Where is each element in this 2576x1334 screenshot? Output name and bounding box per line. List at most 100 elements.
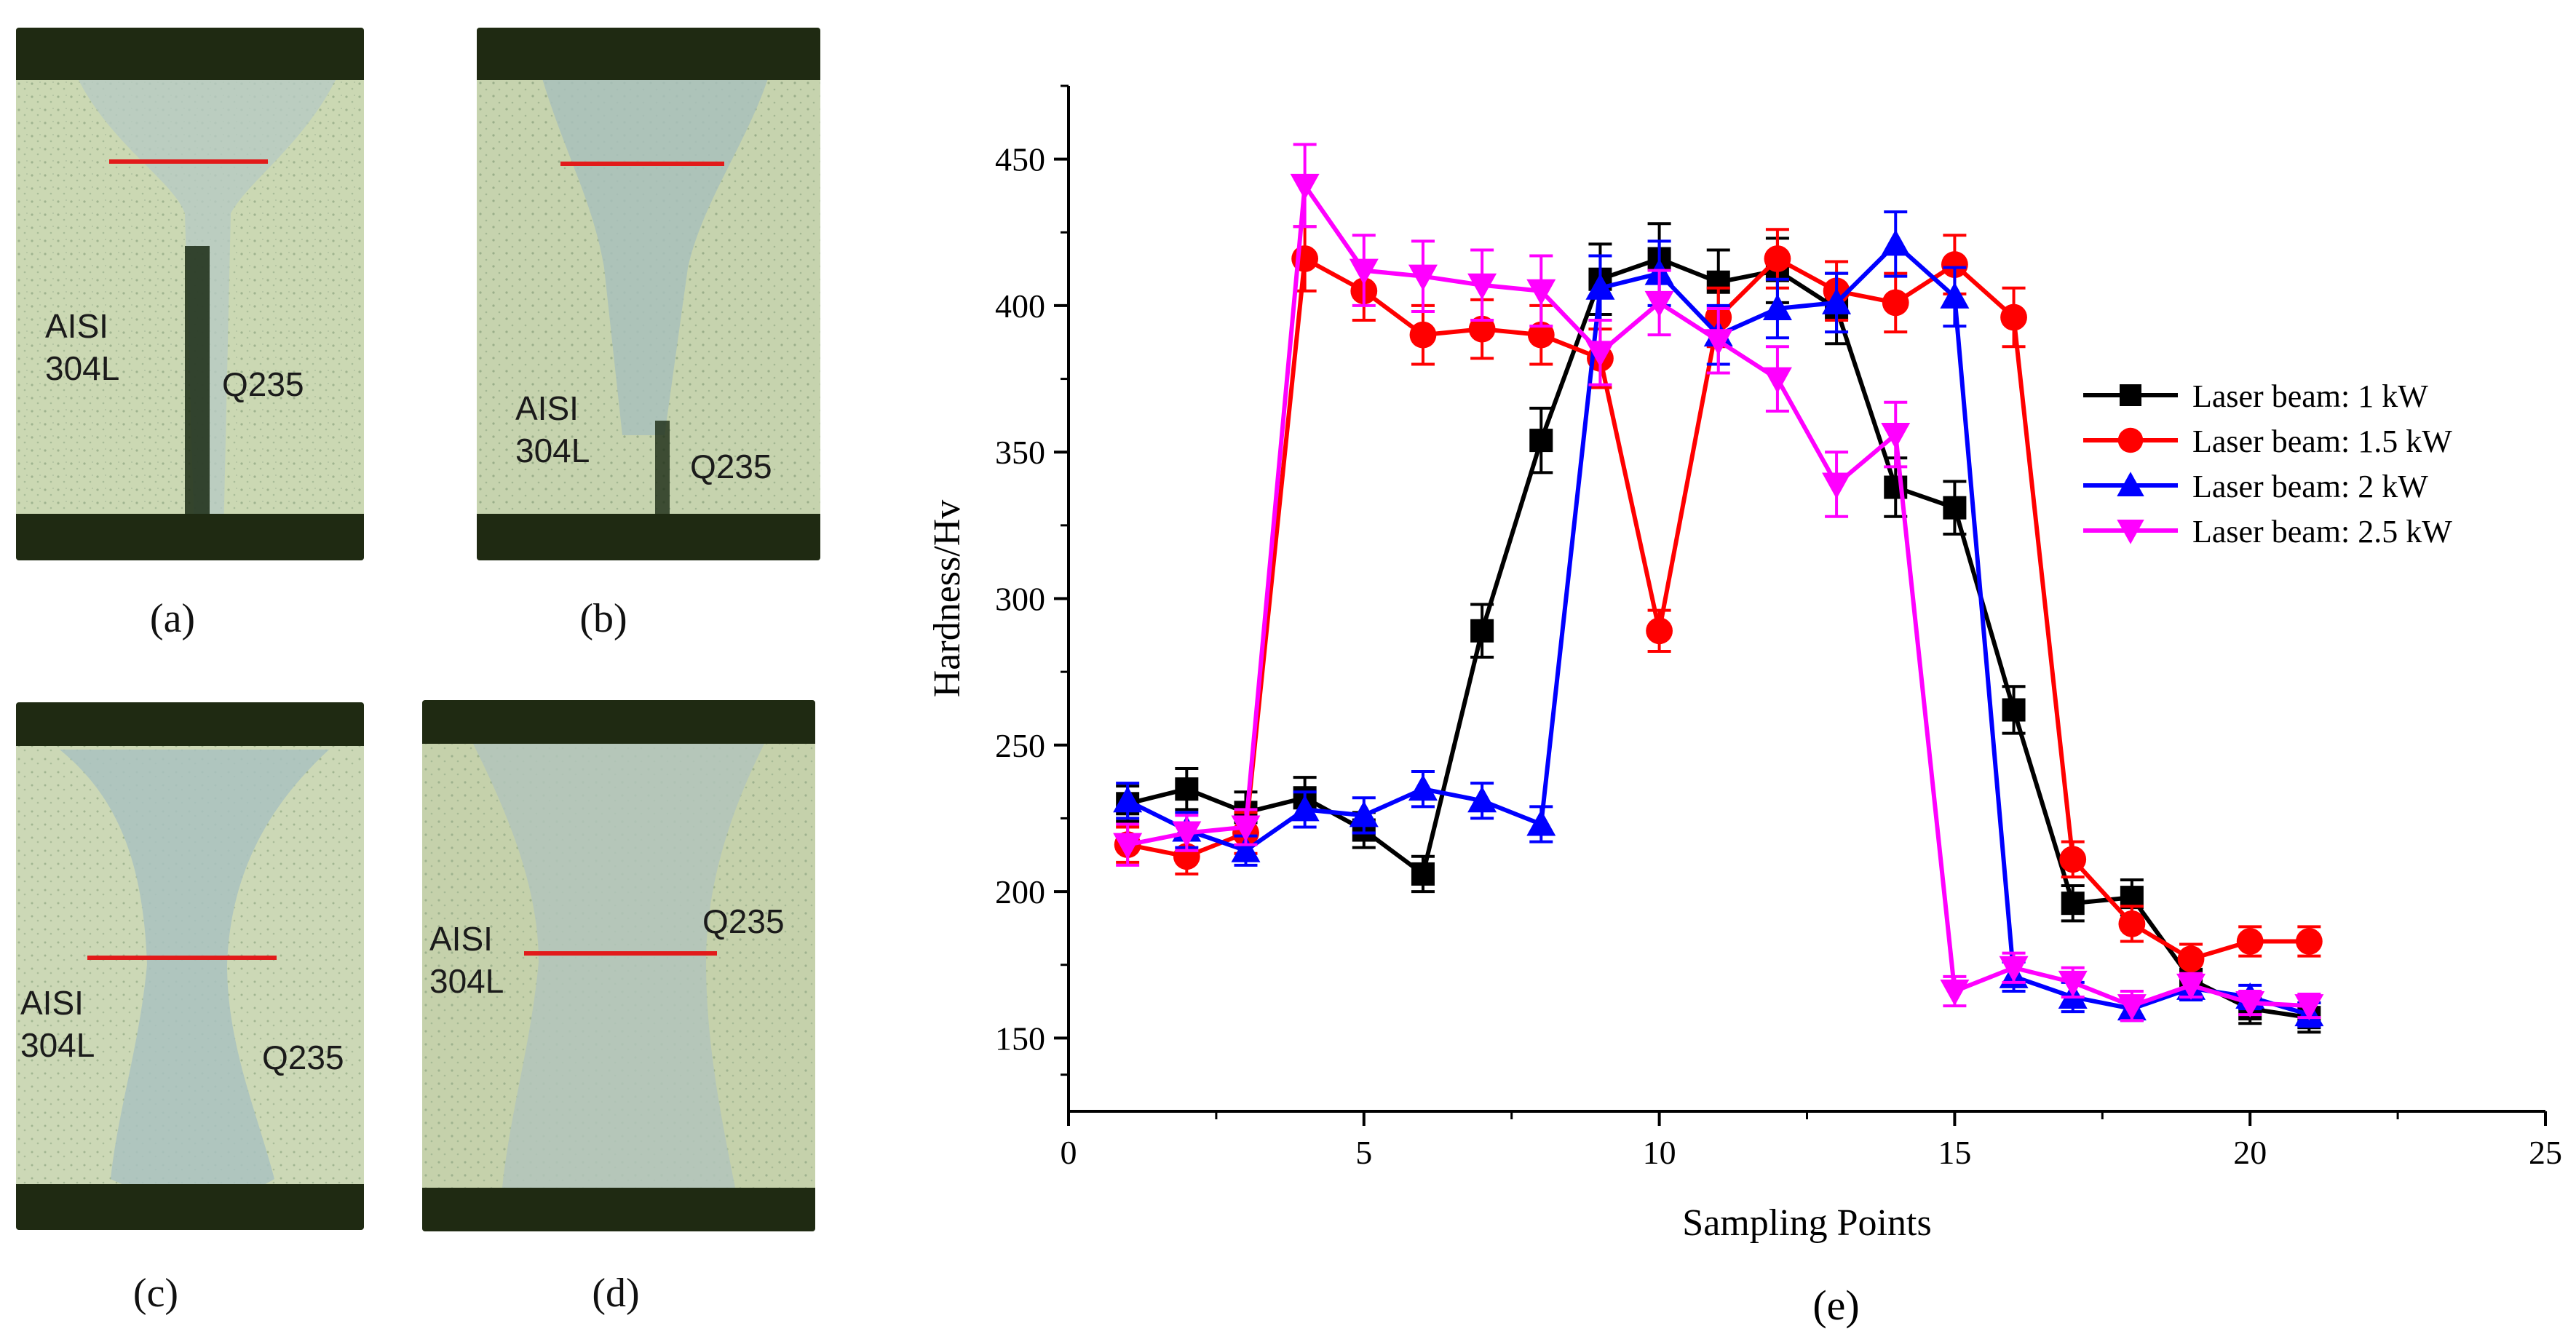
data-point — [1646, 617, 1673, 645]
data-point — [1999, 956, 2029, 982]
label-steel-a: Q235 — [222, 365, 304, 403]
data-point — [1644, 290, 1674, 317]
micrograph-b — [477, 28, 820, 560]
caption-c: (c) — [132, 1271, 179, 1316]
data-point — [1290, 173, 1320, 200]
data-point — [1822, 287, 1852, 314]
caption-d: (d) — [592, 1271, 640, 1316]
data-point — [1881, 229, 1911, 256]
x-tick-label: 15 — [1938, 1134, 1971, 1171]
label-steel-b: Q235 — [690, 448, 772, 485]
legend-marker — [2120, 384, 2141, 406]
data-point — [1529, 429, 1553, 453]
data-point — [1940, 282, 1970, 309]
data-point — [1526, 279, 1556, 306]
data-point — [2058, 970, 2088, 997]
legend-marker — [2117, 427, 2144, 453]
data-point — [1113, 786, 1143, 813]
data-point — [1762, 367, 1792, 394]
micrograph-c — [16, 702, 364, 1230]
data-point — [2235, 991, 2265, 1018]
y-tick-label: 400 — [995, 287, 1045, 325]
data-point — [1290, 795, 1320, 822]
data-point — [2294, 994, 2324, 1021]
y-axis-label: Hardness/Hv — [927, 500, 968, 698]
data-point — [1231, 815, 1261, 842]
data-point — [1882, 289, 1909, 317]
micrograph-a-image — [16, 28, 364, 560]
data-point — [1822, 472, 1852, 499]
data-point — [1349, 258, 1379, 285]
x-tick-label: 20 — [2233, 1134, 2267, 1171]
caption-b: (b) — [579, 596, 627, 641]
data-point — [1349, 801, 1379, 827]
data-point — [1526, 809, 1556, 836]
data-point — [1941, 251, 1968, 278]
hardness-path-line-a — [109, 159, 268, 164]
y-tick-label: 150 — [995, 1020, 1045, 1057]
legend-label: Laser beam: 1 kW — [2192, 378, 2428, 414]
micrograph-c-image — [16, 702, 364, 1230]
label-base-metal-d: AISI 304L — [429, 920, 504, 1000]
data-point — [1762, 293, 1792, 320]
y-tick-label: 350 — [995, 434, 1045, 471]
y-tick-label: 250 — [995, 727, 1045, 764]
data-point — [1527, 321, 1555, 349]
chart-legend: Laser beam: 1 kW Laser beam: 1.5 kW Laser … — [2083, 378, 2452, 549]
legend-label: Laser beam: 1.5 kW — [2192, 424, 2452, 459]
data-point — [1943, 496, 1967, 520]
legend-marker — [2117, 472, 2144, 496]
data-point — [2000, 303, 2027, 331]
data-point — [2061, 892, 2085, 916]
data-point — [2059, 846, 2087, 873]
data-point — [1113, 833, 1143, 859]
data-point — [2295, 928, 2323, 955]
data-point — [1703, 329, 1733, 356]
data-point — [2002, 698, 2026, 722]
data-point — [1940, 979, 1970, 1006]
micrograph-a — [16, 28, 364, 560]
label-steel-d: Q235 — [702, 902, 785, 940]
hardness-chart: 0 5 10 15 20 25 150 200 250 300 350 400 450 Sampling … — [910, 58, 2576, 1334]
data-point — [1467, 273, 1497, 300]
data-point — [1467, 786, 1497, 813]
hardness-path-line-d — [524, 951, 717, 956]
data-point — [1585, 341, 1615, 368]
y-tick-label: 200 — [995, 873, 1045, 910]
caption-a: (a) — [149, 596, 196, 641]
data-point — [1408, 774, 1438, 801]
x-tick-label: 0 — [1061, 1134, 1077, 1171]
y-tick-label: 450 — [995, 141, 1045, 178]
x-tick-label: 5 — [1355, 1134, 1372, 1171]
data-point — [1408, 264, 1438, 291]
data-point — [1764, 245, 1791, 272]
data-point — [1585, 273, 1615, 300]
x-tick-label: 25 — [2529, 1134, 2562, 1171]
chart-panel-label: (e) — [1812, 1282, 1859, 1329]
x-axis-label: Sampling Points — [1682, 1202, 1931, 1244]
hardness-path-line-c — [87, 956, 277, 960]
data-point — [2117, 994, 2147, 1021]
y-tick-label: 300 — [995, 581, 1045, 618]
label-base-metal-b: AISI 304L — [515, 389, 590, 469]
legend-label: Laser beam: 2.5 kW — [2192, 514, 2452, 549]
data-point — [1881, 423, 1911, 450]
data-point — [1468, 315, 1496, 343]
data-point — [2236, 928, 2264, 955]
label-base-metal-c: AISI 304L — [20, 984, 95, 1064]
data-point — [1470, 619, 1494, 643]
hardness-chart-svg: 0 5 10 15 20 25 150 200 250 300 350 400 450 Sampling … — [927, 84, 2562, 1329]
micrograph-d — [422, 700, 815, 1231]
data-point — [2177, 945, 2205, 973]
hardness-path-line-b — [560, 162, 724, 166]
label-base-metal-a: AISI 304L — [45, 307, 120, 387]
micrograph-d-image — [422, 700, 815, 1231]
data-point — [2176, 973, 2206, 1000]
data-point — [1172, 821, 1202, 848]
x-tick-label: 10 — [1643, 1134, 1676, 1171]
micrograph-b-image — [477, 28, 820, 560]
data-point — [1411, 862, 1435, 886]
label-steel-c: Q235 — [262, 1039, 344, 1076]
data-point — [2118, 910, 2146, 937]
legend-label: Laser beam: 2 kW — [2192, 469, 2428, 504]
